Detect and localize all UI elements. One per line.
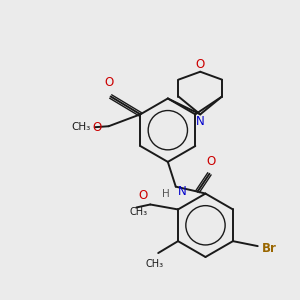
Text: N: N <box>196 115 205 128</box>
Text: O: O <box>207 155 216 168</box>
Text: CH₃: CH₃ <box>72 122 91 132</box>
Text: O: O <box>196 58 205 71</box>
Text: Br: Br <box>262 242 277 255</box>
Text: O: O <box>92 121 102 134</box>
Text: O: O <box>138 188 147 202</box>
Text: N: N <box>178 185 187 198</box>
Text: CH₃: CH₃ <box>145 259 163 269</box>
Text: O: O <box>104 76 113 88</box>
Text: CH₃: CH₃ <box>129 207 147 218</box>
Text: H: H <box>162 189 170 199</box>
